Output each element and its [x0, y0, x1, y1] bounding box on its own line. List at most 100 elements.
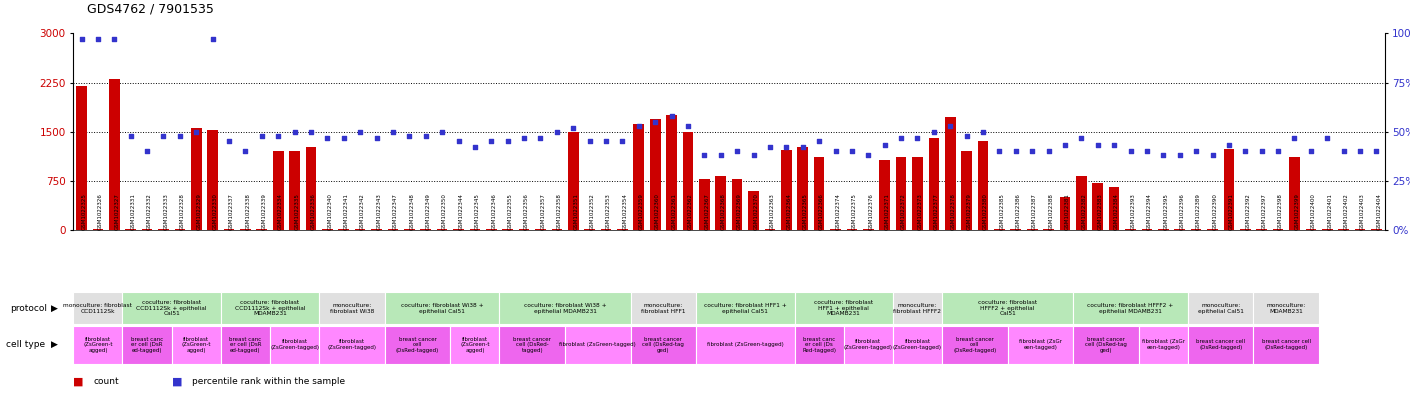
Point: [956, 132, 979, 139]
Text: coculture: fibroblast Wi38 +
epithelial Cal51: coculture: fibroblast Wi38 + epithelial …: [400, 303, 484, 314]
Bar: [224, 229, 234, 230]
Text: protocol: protocol: [10, 304, 47, 312]
Bar: [880, 160, 890, 230]
Text: fibroblast (ZsGr
een-tagged): fibroblast (ZsGr een-tagged): [1019, 340, 1062, 350]
Text: ■: ■: [172, 376, 182, 386]
Point: [333, 134, 355, 141]
Text: fibroblast
(ZsGreen-tagged): fibroblast (ZsGreen-tagged): [271, 340, 319, 350]
Point: [70, 36, 93, 42]
Point: [496, 138, 519, 145]
Point: [825, 148, 847, 154]
Bar: [846, 229, 857, 230]
Bar: [142, 229, 152, 230]
Bar: [1355, 229, 1365, 230]
Text: GSM1022356: GSM1022356: [525, 193, 529, 230]
Bar: [289, 151, 300, 230]
Bar: [863, 229, 874, 230]
Bar: [618, 229, 627, 230]
Point: [971, 129, 994, 135]
Bar: [945, 117, 956, 230]
Text: GSM1022373: GSM1022373: [918, 193, 922, 230]
Text: GSM1022347: GSM1022347: [393, 193, 398, 230]
Bar: [73, 292, 123, 324]
Text: GSM1022329: GSM1022329: [196, 193, 202, 230]
Bar: [994, 229, 1005, 230]
Bar: [371, 229, 382, 230]
Bar: [1073, 326, 1139, 364]
Bar: [732, 179, 743, 230]
Text: GSM1022340: GSM1022340: [327, 193, 333, 230]
Text: GSM1022380: GSM1022380: [983, 193, 988, 230]
Bar: [1158, 229, 1169, 230]
Point: [185, 129, 207, 135]
Point: [300, 129, 323, 135]
Text: GSM1022383: GSM1022383: [1098, 193, 1103, 230]
Point: [873, 142, 895, 149]
Point: [1234, 148, 1256, 154]
Text: GSM1022342: GSM1022342: [360, 193, 365, 230]
Text: GSM1022330: GSM1022330: [213, 193, 217, 230]
Bar: [93, 229, 103, 230]
Point: [726, 148, 749, 154]
Text: fibroblast
(ZsGreen-t
agged): fibroblast (ZsGreen-t agged): [460, 336, 489, 353]
Point: [776, 144, 798, 151]
Bar: [1323, 229, 1332, 230]
Point: [791, 144, 814, 151]
Text: GSM1022376: GSM1022376: [869, 193, 873, 230]
Point: [759, 144, 781, 151]
Bar: [895, 156, 907, 230]
Point: [1251, 148, 1273, 154]
Bar: [172, 326, 221, 364]
Bar: [1253, 292, 1320, 324]
Bar: [1207, 229, 1218, 230]
Text: breast cancer
cell (DsRed-tag
ged): breast cancer cell (DsRed-tag ged): [1086, 336, 1127, 353]
Text: monoculture:
fibroblast HFFF2: monoculture: fibroblast HFFF2: [894, 303, 942, 314]
Point: [627, 123, 650, 129]
Point: [266, 132, 289, 139]
Point: [479, 138, 502, 145]
Text: GSM1022401: GSM1022401: [1327, 193, 1332, 230]
Text: GSM1022338: GSM1022338: [245, 193, 251, 230]
Text: fibroblast (ZsGr
een-tagged): fibroblast (ZsGr een-tagged): [1142, 340, 1184, 350]
Text: breast cancer
cell (DsRed-
tagged): breast cancer cell (DsRed- tagged): [513, 336, 551, 353]
Bar: [1073, 292, 1189, 324]
Bar: [190, 129, 202, 230]
Point: [251, 132, 274, 139]
Point: [1218, 142, 1241, 149]
Text: breast cancer
cell
(DsRed-tagged): breast cancer cell (DsRed-tagged): [953, 336, 997, 353]
Bar: [73, 326, 123, 364]
Text: breast cancer
cell
(DsRed-tagged): breast cancer cell (DsRed-tagged): [396, 336, 439, 353]
Point: [1053, 142, 1076, 149]
Bar: [405, 229, 415, 230]
Text: GSM1022394: GSM1022394: [1146, 193, 1152, 230]
Point: [1349, 148, 1372, 154]
Text: coculture: fibroblast Wi38 +
epithelial MDAMB231: coculture: fibroblast Wi38 + epithelial …: [523, 303, 606, 314]
Text: fibroblast (ZsGreen-tagged): fibroblast (ZsGreen-tagged): [706, 342, 784, 347]
Bar: [109, 79, 120, 230]
Bar: [470, 229, 481, 230]
Point: [431, 129, 454, 135]
Text: GSM1022349: GSM1022349: [426, 193, 430, 230]
Text: breast canc
er cell (Ds
Red-tagged): breast canc er cell (Ds Red-tagged): [802, 336, 836, 353]
Point: [283, 129, 306, 135]
Text: percentile rank within the sample: percentile rank within the sample: [192, 377, 345, 386]
Text: GSM1022331: GSM1022331: [131, 193, 135, 230]
Text: GSM1022403: GSM1022403: [1361, 193, 1365, 230]
Point: [169, 132, 192, 139]
Bar: [175, 229, 185, 230]
Text: GSM1022386: GSM1022386: [1015, 193, 1021, 230]
Text: ▶: ▶: [51, 304, 58, 312]
Bar: [1224, 149, 1234, 230]
Point: [611, 138, 633, 145]
Text: GSM1022385: GSM1022385: [1000, 193, 1004, 230]
Bar: [319, 292, 385, 324]
Point: [939, 123, 962, 129]
Bar: [385, 292, 499, 324]
Bar: [601, 229, 612, 230]
Point: [709, 152, 732, 158]
Bar: [630, 292, 697, 324]
Point: [578, 138, 601, 145]
Text: GSM1022354: GSM1022354: [622, 193, 627, 230]
Point: [742, 152, 764, 158]
Point: [1184, 148, 1207, 154]
